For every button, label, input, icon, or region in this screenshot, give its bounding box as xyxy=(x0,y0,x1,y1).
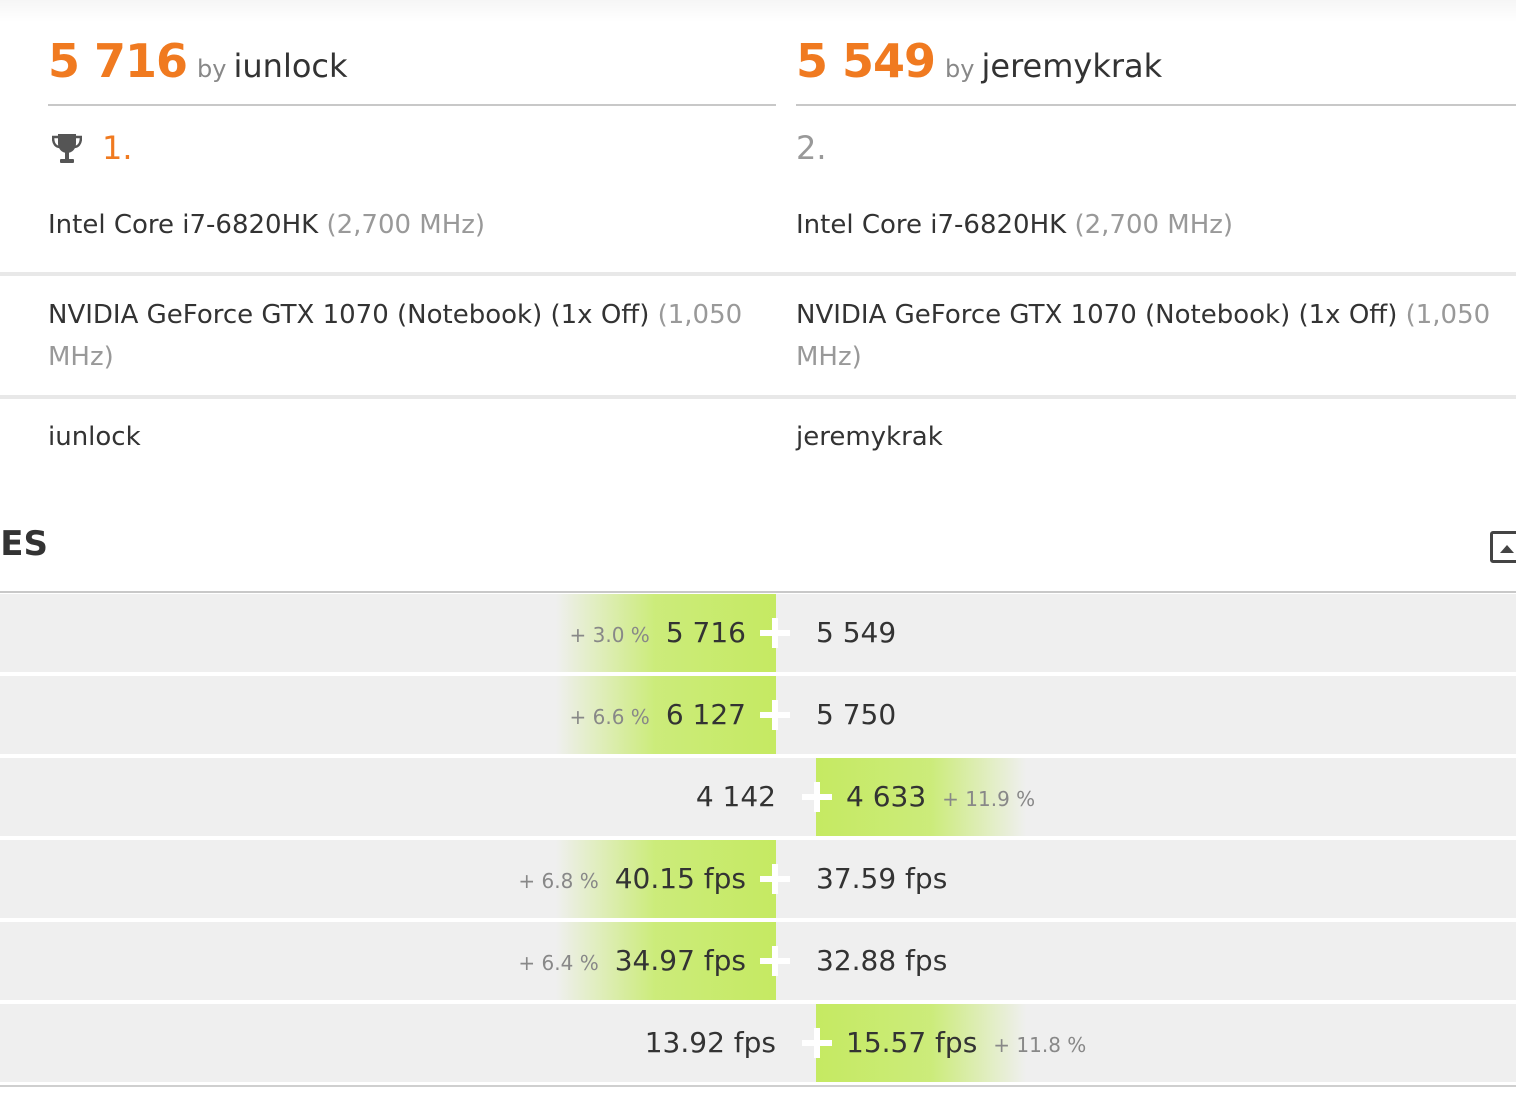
right-value: 15.57 fps xyxy=(846,1026,978,1059)
collapse-icon xyxy=(1500,545,1514,553)
winner-highlight xyxy=(556,840,776,918)
left-gpu-name[interactable]: NVIDIA GeForce GTX 1070 (Notebook) (1x O… xyxy=(48,300,650,330)
benchmark-row: + 6.8 % 40.15 fps 37.59 fps xyxy=(0,840,1516,918)
left-gpu: NVIDIA GeForce GTX 1070 (Notebook) (1x O… xyxy=(48,294,748,378)
right-owner[interactable]: jeremykrak xyxy=(796,422,943,452)
table-bottom-divider xyxy=(0,1085,1516,1087)
left-value: 6 127 xyxy=(665,698,746,731)
section-divider xyxy=(0,591,1516,593)
trophy-icon xyxy=(52,134,82,163)
diff-percent: + 11.9 % xyxy=(942,787,1036,811)
left-headline: 5 716 by iunlock xyxy=(48,34,348,88)
left-user-link[interactable]: iunlock xyxy=(233,47,348,85)
diff-percent: + 6.4 % xyxy=(518,951,599,975)
winner-highlight xyxy=(816,1004,1026,1082)
expand-plus-icon[interactable] xyxy=(760,946,790,976)
expand-plus-icon[interactable] xyxy=(802,1028,832,1058)
benchmark-row: + 6.6 % 6 127 5 750 xyxy=(0,676,1516,754)
diff-percent: + 3.0 % xyxy=(569,623,650,647)
winner-highlight xyxy=(556,922,776,1000)
diff-percent: + 6.6 % xyxy=(569,705,650,729)
right-rank-value: 2. xyxy=(796,129,827,167)
right-gpu: NVIDIA GeForce GTX 1070 (Notebook) (1x O… xyxy=(796,294,1496,378)
right-value: 5 549 xyxy=(816,616,897,649)
left-cpu: Intel Core i7-6820HK (2,700 MHz) xyxy=(48,204,485,246)
left-value: 5 716 xyxy=(665,616,746,649)
right-value: 4 633 xyxy=(846,780,927,813)
expand-plus-icon[interactable] xyxy=(760,864,790,894)
right-score[interactable]: 5 549 xyxy=(796,34,936,88)
expand-plus-icon[interactable] xyxy=(760,700,790,730)
top-fade xyxy=(0,0,1516,22)
left-value-cell: + 3.0 % 5 716 xyxy=(554,594,746,672)
right-cpu-freq: (2,700 MHz) xyxy=(1074,210,1234,240)
left-value: 13.92 fps xyxy=(644,1026,776,1059)
left-cpu-freq: (2,700 MHz) xyxy=(326,210,486,240)
left-rank: 1. xyxy=(48,126,133,170)
benchmark-row: + 6.4 % 34.97 fps 32.88 fps xyxy=(0,922,1516,1000)
winner-highlight xyxy=(556,676,776,754)
diff-percent: + 6.8 % xyxy=(518,869,599,893)
right-user-link[interactable]: jeremykrak xyxy=(981,47,1163,85)
right-value: 37.59 fps xyxy=(816,862,948,895)
left-value-cell: + 6.4 % 34.97 fps xyxy=(502,922,746,1000)
right-value-cell: 4 633 + 11.9 % xyxy=(846,758,1051,836)
right-headline: 5 549 by jeremykrak xyxy=(796,34,1162,88)
right-gpu-freq: (1,050 xyxy=(1405,300,1491,330)
benchmark-row: 4 142 4 633 + 11.9 % xyxy=(0,758,1516,836)
right-by-label: by xyxy=(945,55,975,83)
left-gpu-freq: (1,050 xyxy=(657,300,743,330)
winner-highlight xyxy=(816,758,1026,836)
row-divider xyxy=(0,395,1516,399)
left-value-cell: + 6.8 % 40.15 fps xyxy=(502,840,746,918)
right-cpu-name[interactable]: Intel Core i7-6820HK xyxy=(796,210,1067,240)
right-rank: 2. xyxy=(796,126,827,170)
left-gpu-freq-unit: MHz) xyxy=(48,342,114,372)
right-gpu-name[interactable]: NVIDIA GeForce GTX 1070 (Notebook) (1x O… xyxy=(796,300,1398,330)
benchmark-row: 13.92 fps 15.57 fps + 11.8 % xyxy=(0,1004,1516,1082)
section-title: RES xyxy=(0,524,48,564)
left-score[interactable]: 5 716 xyxy=(48,34,188,88)
left-rank-value: 1. xyxy=(102,129,133,167)
right-value: 32.88 fps xyxy=(816,944,948,977)
expand-plus-icon[interactable] xyxy=(760,618,790,648)
left-by-label: by xyxy=(197,55,227,83)
expand-plus-icon[interactable] xyxy=(802,782,832,812)
right-gpu-freq-unit: MHz) xyxy=(796,342,862,372)
right-cpu: Intel Core i7-6820HK (2,700 MHz) xyxy=(796,204,1233,246)
left-value: 34.97 fps xyxy=(614,944,746,977)
right-value-cell: 15.57 fps + 11.8 % xyxy=(846,1004,1102,1082)
right-value: 5 750 xyxy=(816,698,897,731)
right-head-divider xyxy=(796,104,1516,106)
left-owner[interactable]: iunlock xyxy=(48,422,141,452)
left-cpu-name[interactable]: Intel Core i7-6820HK xyxy=(48,210,319,240)
benchmark-row: + 3.0 % 5 716 5 549 xyxy=(0,594,1516,672)
winner-highlight xyxy=(556,594,776,672)
collapse-button[interactable] xyxy=(1490,531,1516,563)
left-head-divider xyxy=(48,104,776,106)
diff-percent: + 11.8 % xyxy=(993,1033,1087,1057)
row-divider xyxy=(0,272,1516,276)
left-value: 40.15 fps xyxy=(614,862,746,895)
left-value-cell: + 6.6 % 6 127 xyxy=(554,676,746,754)
left-value: 4 142 xyxy=(695,780,776,813)
